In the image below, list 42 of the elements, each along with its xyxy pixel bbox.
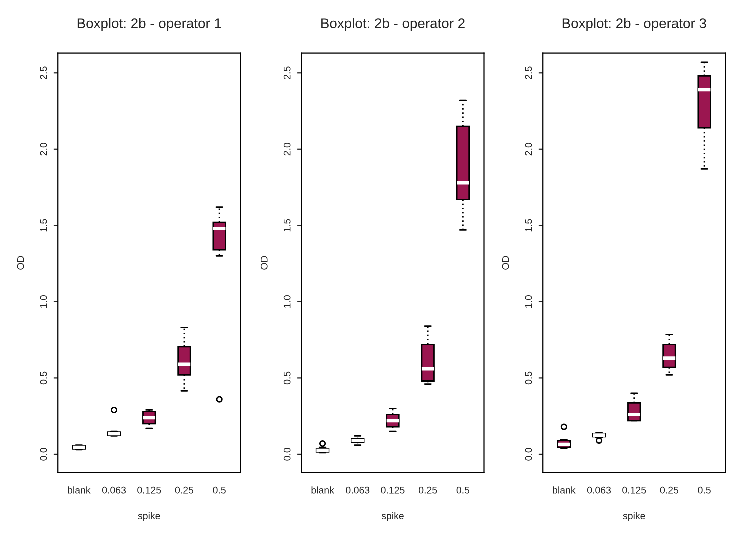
x-tick-label: 0.063 [102, 486, 126, 494]
x-axis-title: spike [623, 512, 646, 522]
y-tick-label: 2.0 [40, 143, 48, 156]
x-tick-label: 0.5 [456, 486, 470, 494]
x-tick-label: 0.125 [138, 486, 162, 494]
x-tick-label: blank [553, 486, 576, 494]
y-tick-label: 1.0 [284, 296, 291, 308]
y-tick-label: 1.0 [40, 296, 48, 308]
y-tick-label: 1.0 [525, 296, 532, 308]
chart-title: Boxplot: 2b - operator 3 [562, 18, 706, 32]
y-tick-label: 2.0 [284, 143, 291, 156]
x-tick-label: 0.25 [419, 486, 438, 494]
y-axis-title: OD [17, 256, 24, 270]
y-axis-title: OD [260, 256, 268, 270]
y-tick-label: 0.5 [40, 372, 48, 385]
chart-title: Boxplot: 2b - operator 2 [322, 18, 465, 32]
y-tick-label: 0.0 [525, 448, 532, 461]
x-tick-label: 0.5 [213, 486, 226, 494]
x-tick-label: 0.5 [698, 486, 711, 494]
y-tick-label: 2.5 [40, 66, 48, 80]
y-tick-label: 0.0 [284, 448, 291, 461]
x-tick-label: blank [68, 486, 91, 494]
y-tick-label: 0.5 [525, 372, 532, 385]
x-tick-label: 0.125 [381, 486, 405, 494]
x-tick-label: 0.25 [660, 486, 679, 494]
x-tick-label: 0.063 [587, 486, 612, 494]
y-tick-label: 2.5 [525, 66, 532, 80]
x-axis-title: spike [382, 512, 404, 522]
x-tick-label: blank [312, 486, 334, 494]
x-tick-label: 0.25 [175, 486, 194, 494]
y-tick-label: 2.5 [284, 66, 291, 80]
x-axis-title: spike [138, 512, 160, 522]
y-tick-label: 1.5 [40, 219, 48, 232]
y-tick-label: 0.0 [40, 448, 48, 461]
y-tick-label: 1.5 [284, 219, 291, 232]
y-tick-label: 0.5 [284, 372, 291, 385]
x-tick-label: 0.063 [346, 486, 370, 494]
y-axis-title: OD [502, 256, 510, 270]
chart-title: Boxplot: 2b - operator 1 [78, 18, 222, 32]
y-tick-label: 1.5 [525, 219, 532, 232]
y-tick-label: 2.0 [525, 143, 532, 156]
x-tick-label: 0.125 [622, 486, 646, 494]
